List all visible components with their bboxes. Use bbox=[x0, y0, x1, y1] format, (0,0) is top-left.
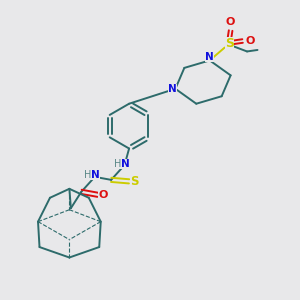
Text: N: N bbox=[91, 170, 100, 180]
Text: N: N bbox=[168, 84, 177, 94]
Text: H: H bbox=[114, 159, 122, 169]
Text: S: S bbox=[130, 175, 139, 188]
Text: S: S bbox=[225, 38, 234, 50]
Text: N: N bbox=[121, 159, 130, 169]
Text: O: O bbox=[226, 17, 235, 27]
Text: H: H bbox=[85, 170, 92, 180]
Text: N: N bbox=[205, 52, 214, 62]
Text: O: O bbox=[245, 36, 255, 46]
Text: O: O bbox=[98, 190, 108, 200]
